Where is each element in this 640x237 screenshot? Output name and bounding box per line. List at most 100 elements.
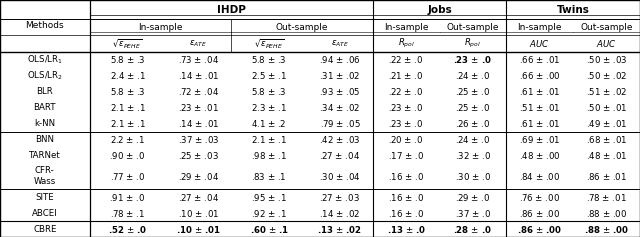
Text: .37 $\pm$ .0: .37 $\pm$ .0 (455, 208, 491, 219)
Text: .61 $\pm$ .01: .61 $\pm$ .01 (519, 118, 560, 129)
Text: .10 $\pm$ .01: .10 $\pm$ .01 (178, 208, 219, 219)
Text: .20 $\pm$ .0: .20 $\pm$ .0 (388, 134, 424, 145)
Text: .90 $\pm$ .0: .90 $\pm$ .0 (109, 150, 145, 161)
Text: .24 $\pm$ .0: .24 $\pm$ .0 (455, 134, 491, 145)
Text: $\epsilon_{ATE}$: $\epsilon_{ATE}$ (331, 38, 349, 49)
Text: TARNet: TARNet (29, 151, 61, 160)
Text: 2.2 $\pm$ .1: 2.2 $\pm$ .1 (110, 134, 145, 145)
Text: .77 $\pm$ .0: .77 $\pm$ .0 (110, 171, 145, 182)
Text: .16 $\pm$ .0: .16 $\pm$ .0 (388, 208, 424, 219)
Text: .27 $\pm$ .04: .27 $\pm$ .04 (178, 192, 219, 203)
Text: ABCEI: ABCEI (32, 209, 58, 218)
Text: $\epsilon_{ATE}$: $\epsilon_{ATE}$ (189, 38, 207, 49)
Text: .86 $\pm$ .00: .86 $\pm$ .00 (519, 208, 560, 219)
Text: .29 $\pm$ .04: .29 $\pm$ .04 (178, 171, 219, 182)
Text: .21 $\pm$ .0: .21 $\pm$ .0 (388, 70, 424, 81)
Text: .88 $\pm$ .00: .88 $\pm$ .00 (584, 223, 629, 235)
Text: .25 $\pm$ .03: .25 $\pm$ .03 (178, 150, 219, 161)
Text: 2.1 $\pm$ .1: 2.1 $\pm$ .1 (251, 134, 287, 145)
Text: .14 $\pm$ .01: .14 $\pm$ .01 (178, 118, 219, 129)
Text: .73 $\pm$ .04: .73 $\pm$ .04 (178, 54, 219, 65)
Text: 4.1 $\pm$ .2: 4.1 $\pm$ .2 (252, 118, 287, 129)
Text: IHDP: IHDP (217, 5, 246, 15)
Text: 2.4 $\pm$ .1: 2.4 $\pm$ .1 (109, 70, 145, 81)
Text: .30 $\pm$ .0: .30 $\pm$ .0 (455, 171, 491, 182)
Text: BART: BART (33, 103, 56, 112)
Text: .28 $\pm$ .0: .28 $\pm$ .0 (453, 223, 492, 235)
Text: SITE: SITE (35, 193, 54, 202)
Text: OLS/LR$_1$: OLS/LR$_1$ (27, 54, 63, 66)
Text: Wass: Wass (34, 178, 56, 187)
Text: .68 $\pm$ .01: .68 $\pm$ .01 (586, 134, 627, 145)
Text: .50 $\pm$ .03: .50 $\pm$ .03 (586, 54, 627, 65)
Text: $\sqrt{\epsilon_{PEHE}}$: $\sqrt{\epsilon_{PEHE}}$ (112, 37, 143, 50)
Text: .60 $\pm$ .1: .60 $\pm$ .1 (250, 223, 289, 235)
Text: .93 $\pm$ .05: .93 $\pm$ .05 (319, 86, 360, 97)
Text: .92 $\pm$ .1: .92 $\pm$ .1 (252, 208, 287, 219)
Text: .48 $\pm$ .01: .48 $\pm$ .01 (586, 150, 627, 161)
Text: .30 $\pm$ .04: .30 $\pm$ .04 (319, 171, 361, 182)
Text: .13 $\pm$ .0: .13 $\pm$ .0 (387, 223, 426, 235)
Text: .32 $\pm$ .0: .32 $\pm$ .0 (455, 150, 491, 161)
Text: .98 $\pm$ .1: .98 $\pm$ .1 (251, 150, 287, 161)
Text: .16 $\pm$ .0: .16 $\pm$ .0 (388, 171, 424, 182)
Text: .22 $\pm$ .0: .22 $\pm$ .0 (388, 54, 424, 65)
Text: .23 $\pm$ .0: .23 $\pm$ .0 (388, 118, 424, 129)
Text: .16 $\pm$ .0: .16 $\pm$ .0 (388, 192, 424, 203)
Text: .52 $\pm$ .0: .52 $\pm$ .0 (108, 223, 147, 235)
Text: $R_{pol}$: $R_{pol}$ (464, 37, 481, 50)
Text: .50 $\pm$ .01: .50 $\pm$ .01 (586, 102, 627, 113)
Text: k-NN: k-NN (34, 119, 55, 128)
Text: .42 $\pm$ .03: .42 $\pm$ .03 (319, 134, 360, 145)
Text: .27 $\pm$ .03: .27 $\pm$ .03 (319, 192, 360, 203)
Text: .51 $\pm$ .01: .51 $\pm$ .01 (519, 102, 560, 113)
Text: .29 $\pm$ .0: .29 $\pm$ .0 (455, 192, 491, 203)
Text: .50 $\pm$ .02: .50 $\pm$ .02 (586, 70, 627, 81)
Text: .14 $\pm$ .01: .14 $\pm$ .01 (178, 70, 219, 81)
Text: .88 $\pm$ .00: .88 $\pm$ .00 (586, 208, 627, 219)
Text: BLR: BLR (36, 87, 53, 96)
Text: .48 $\pm$ .00: .48 $\pm$ .00 (519, 150, 561, 161)
Text: .23 $\pm$ .0: .23 $\pm$ .0 (388, 102, 424, 113)
Text: OLS/LR$_2$: OLS/LR$_2$ (27, 69, 63, 82)
Text: .24 $\pm$ .0: .24 $\pm$ .0 (455, 70, 491, 81)
Text: .76 $\pm$ .00: .76 $\pm$ .00 (519, 192, 560, 203)
Text: 2.5 $\pm$ .1: 2.5 $\pm$ .1 (251, 70, 287, 81)
Text: .83 $\pm$ .1: .83 $\pm$ .1 (252, 171, 287, 182)
Text: Twins: Twins (556, 5, 589, 15)
Text: .78 $\pm$ .01: .78 $\pm$ .01 (586, 192, 627, 203)
Text: 2.1 $\pm$ .1: 2.1 $\pm$ .1 (109, 102, 145, 113)
Text: .13 $\pm$ .02: .13 $\pm$ .02 (317, 223, 362, 235)
Text: CBRE: CBRE (33, 224, 56, 233)
Text: In-sample: In-sample (384, 23, 428, 32)
Text: 2.1 $\pm$ .1: 2.1 $\pm$ .1 (109, 118, 145, 129)
Text: Jobs: Jobs (427, 5, 452, 15)
Text: CFR-: CFR- (35, 166, 54, 175)
Text: 5.8 $\pm$ .3: 5.8 $\pm$ .3 (109, 54, 145, 65)
Text: .94 $\pm$ .06: .94 $\pm$ .06 (319, 54, 361, 65)
Text: $\sqrt{\epsilon_{PEHE}}$: $\sqrt{\epsilon_{PEHE}}$ (254, 37, 284, 50)
Text: .61 $\pm$ .01: .61 $\pm$ .01 (519, 86, 560, 97)
Text: .84 $\pm$ .00: .84 $\pm$ .00 (519, 171, 560, 182)
Text: 5.8 $\pm$ .3: 5.8 $\pm$ .3 (109, 86, 145, 97)
Text: $AUC$: $AUC$ (529, 38, 550, 49)
Text: .23 $\pm$ .0: .23 $\pm$ .0 (453, 54, 492, 65)
Text: 2.3 $\pm$ .1: 2.3 $\pm$ .1 (251, 102, 287, 113)
Text: $R_{pol}$: $R_{pol}$ (397, 37, 415, 50)
Text: .10 $\pm$ .01: .10 $\pm$ .01 (176, 223, 221, 235)
Text: Methods: Methods (26, 21, 64, 30)
Text: .51 $\pm$ .02: .51 $\pm$ .02 (586, 86, 627, 97)
Text: In-sample: In-sample (517, 23, 562, 32)
Text: .79 $\pm$ .05: .79 $\pm$ .05 (319, 118, 360, 129)
Text: .78 $\pm$ .1: .78 $\pm$ .1 (110, 208, 145, 219)
Text: Out-sample: Out-sample (276, 23, 328, 32)
Text: .34 $\pm$ .02: .34 $\pm$ .02 (319, 102, 360, 113)
Text: .72 $\pm$ .04: .72 $\pm$ .04 (178, 86, 219, 97)
Text: 5.8 $\pm$ .3: 5.8 $\pm$ .3 (252, 86, 287, 97)
Text: .31 $\pm$ .02: .31 $\pm$ .02 (319, 70, 360, 81)
Text: In-sample: In-sample (138, 23, 182, 32)
Text: .25 $\pm$ .0: .25 $\pm$ .0 (455, 102, 491, 113)
Text: BNN: BNN (35, 135, 54, 144)
Text: .86 $\pm$ .01: .86 $\pm$ .01 (586, 171, 627, 182)
Text: .69 $\pm$ .01: .69 $\pm$ .01 (519, 134, 560, 145)
